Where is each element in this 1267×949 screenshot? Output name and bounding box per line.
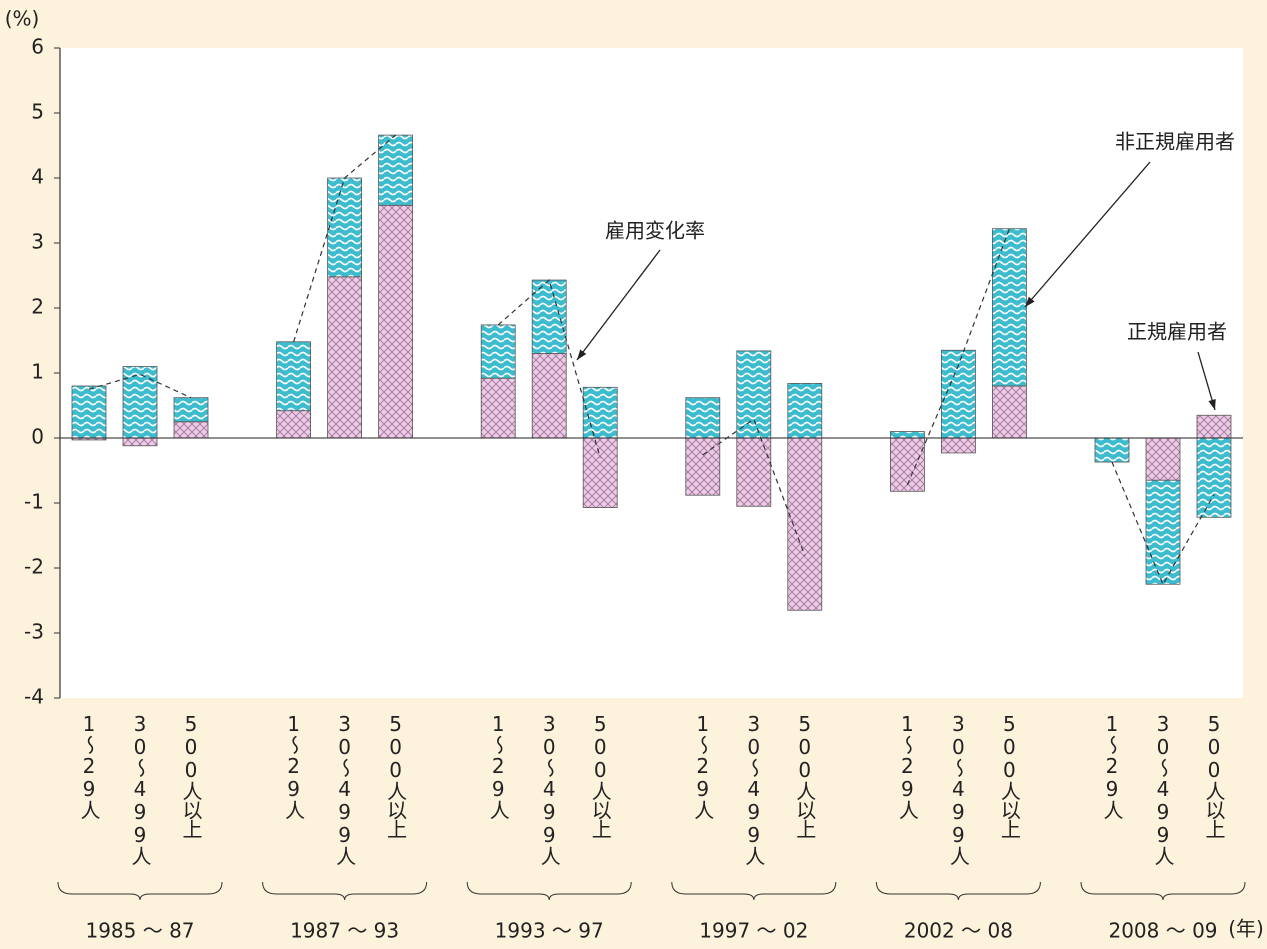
bar-segment bbox=[276, 410, 312, 439]
change-rate-line bbox=[1111, 461, 1215, 586]
y-tick-label: -2 bbox=[24, 555, 44, 579]
x-tick-label: 500人以上 bbox=[588, 712, 612, 838]
x-tick-label: 30～499人 bbox=[946, 712, 970, 865]
x-tick-label: 500人以上 bbox=[179, 712, 203, 838]
x-tick-label: 1～29人 bbox=[77, 712, 101, 819]
group-label: 2002 ～ 08 bbox=[904, 919, 1013, 943]
bar-segment bbox=[685, 397, 721, 439]
y-unit: (%) bbox=[5, 7, 40, 31]
bar-segment bbox=[941, 437, 976, 454]
y-tick-label: 6 bbox=[31, 35, 44, 59]
arrow-head bbox=[577, 349, 587, 360]
y-tick-label: 2 bbox=[31, 295, 44, 319]
y-tick-label: 4 bbox=[31, 165, 44, 189]
x-tick-label: 500人以上 bbox=[1202, 712, 1226, 838]
annotation-arrow bbox=[1024, 161, 1151, 308]
series-label: 正規雇用者 bbox=[1127, 320, 1227, 344]
y-tick-label: -3 bbox=[24, 620, 44, 644]
group-label: 1997 ～ 02 bbox=[699, 919, 808, 943]
y-tick-label: -4 bbox=[24, 685, 44, 709]
bar-segment bbox=[582, 386, 618, 439]
change-rate-line bbox=[906, 228, 1010, 486]
change-rate-line bbox=[497, 278, 601, 458]
bar-segment bbox=[1145, 437, 1181, 481]
group-bracket bbox=[1080, 881, 1246, 901]
y-tick-label: 0 bbox=[31, 425, 44, 449]
x-unit: (年) bbox=[1228, 917, 1264, 941]
bar-segment bbox=[71, 385, 107, 439]
x-tick-label: 1～29人 bbox=[895, 712, 919, 819]
plot-area bbox=[60, 48, 1243, 698]
bar-segment bbox=[1196, 437, 1232, 518]
bar-segment bbox=[531, 279, 567, 354]
group-label: 1985 ～ 87 bbox=[85, 919, 194, 943]
change-rate-line bbox=[293, 134, 396, 342]
y-tick-label: 3 bbox=[31, 230, 44, 254]
bar-segment bbox=[992, 385, 1027, 439]
bar-segment bbox=[582, 437, 618, 508]
series-label: 雇用変化率 bbox=[605, 219, 705, 243]
bar-segment bbox=[890, 431, 925, 439]
bar-segment bbox=[736, 350, 772, 439]
y-tick-label: -1 bbox=[24, 490, 44, 514]
x-tick-label: 30～499人 bbox=[537, 712, 561, 865]
bar-segment bbox=[378, 134, 414, 206]
bar-segment bbox=[327, 177, 363, 278]
y-tick-label: 5 bbox=[31, 100, 44, 124]
bar-segment bbox=[276, 341, 312, 412]
x-tick-label: 500人以上 bbox=[997, 712, 1021, 838]
bar-segment bbox=[480, 377, 516, 439]
group-bracket bbox=[466, 881, 632, 901]
bar-segment bbox=[941, 349, 976, 439]
bar-segment bbox=[1145, 479, 1181, 585]
annotation-arrow bbox=[576, 249, 661, 361]
bar-segment bbox=[787, 382, 823, 439]
bar-segment bbox=[480, 324, 516, 379]
change-rate-line bbox=[88, 373, 192, 399]
bar-segment bbox=[122, 366, 158, 439]
group-bracket bbox=[262, 881, 428, 901]
arrow-head bbox=[1208, 399, 1216, 410]
x-tick-label: 1～29人 bbox=[486, 712, 510, 819]
x-tick-label: 30～499人 bbox=[1151, 712, 1175, 865]
x-tick-label: 500人以上 bbox=[384, 712, 408, 838]
x-tick-label: 1～29人 bbox=[282, 712, 306, 819]
x-tick-label: 500人以上 bbox=[793, 712, 817, 838]
y-tick-label: 1 bbox=[31, 360, 44, 384]
change-rate-line bbox=[702, 418, 806, 556]
bar-segment bbox=[531, 353, 567, 439]
series-label: 非正規雇用者 bbox=[1115, 130, 1235, 154]
bar-segment bbox=[1196, 414, 1232, 439]
bar-segment bbox=[122, 437, 158, 447]
arrow-head bbox=[1025, 296, 1035, 307]
group-label: 2008 ～ 09 bbox=[1108, 919, 1217, 943]
x-tick-label: 30～499人 bbox=[333, 712, 357, 865]
bar-segment bbox=[173, 421, 209, 439]
bar-segment bbox=[992, 228, 1027, 387]
x-tick-label: 1～29人 bbox=[691, 712, 715, 819]
bar-segment bbox=[327, 276, 363, 439]
bar-segment bbox=[1094, 437, 1130, 463]
group-label: 1993 ～ 97 bbox=[495, 919, 604, 943]
bar-segment bbox=[685, 437, 721, 496]
x-tick-label: 30～499人 bbox=[742, 712, 766, 865]
group-bracket bbox=[671, 881, 837, 901]
group-bracket bbox=[57, 881, 223, 901]
x-tick-label: 30～499人 bbox=[128, 712, 152, 865]
bar-segment bbox=[173, 397, 209, 423]
bar-segment bbox=[736, 437, 772, 507]
group-label: 1987 ～ 93 bbox=[290, 919, 399, 943]
group-bracket bbox=[875, 881, 1041, 901]
bar-segment bbox=[378, 204, 414, 439]
x-tick-label: 1～29人 bbox=[1100, 712, 1124, 819]
